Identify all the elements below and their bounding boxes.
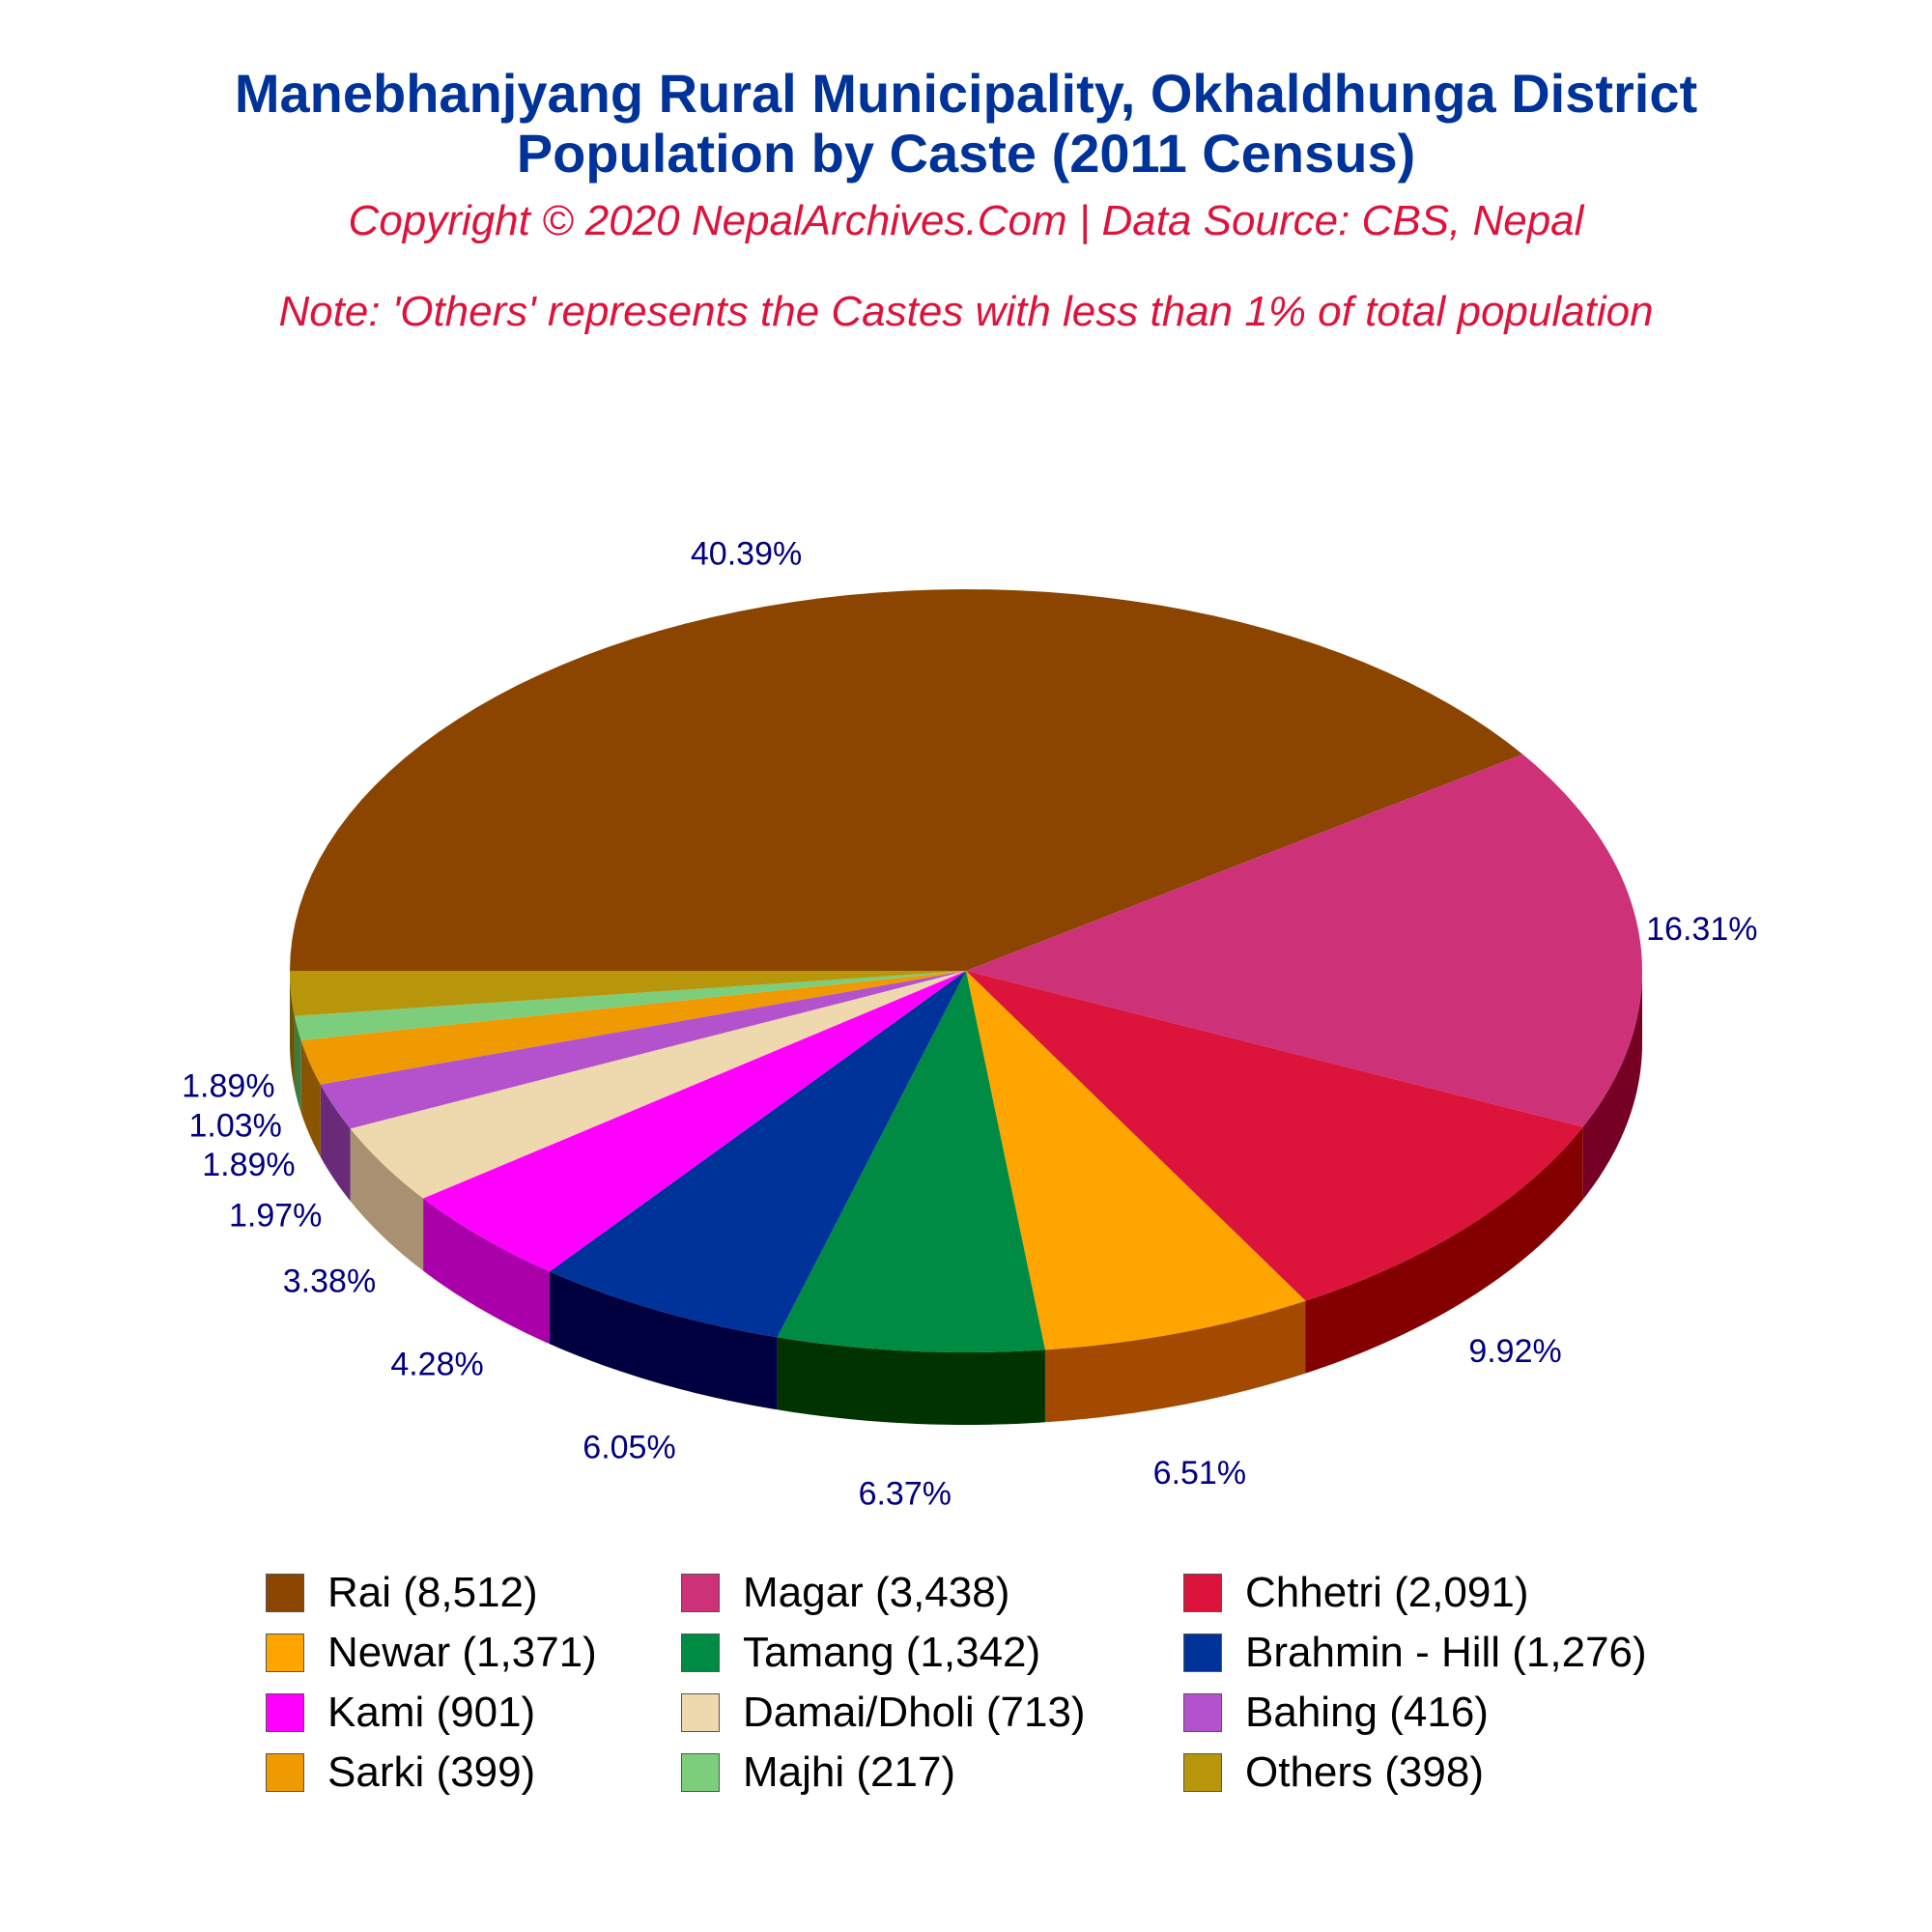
percent-label-bahing: 1.97% [229, 1197, 322, 1234]
percent-label-others: 1.89% [182, 1068, 274, 1105]
pie-side-others [290, 971, 295, 1089]
legend-item-kami: Kami (901) [266, 1685, 681, 1741]
pie-slice-tamang [777, 971, 1045, 1352]
legend-swatch [681, 1693, 720, 1732]
percent-label-damai-dholi: 3.38% [283, 1263, 376, 1299]
legend-item-majhi: Majhi (217) [681, 1745, 1183, 1801]
legend-item-tamang: Tamang (1,342) [681, 1625, 1183, 1681]
legend-item-brahmin-hill: Brahmin - Hill (1,276) [1183, 1625, 1715, 1681]
percent-label-majhi: 1.03% [189, 1108, 282, 1145]
legend-label: Kami (901) [327, 1689, 536, 1736]
legend-label: Magar (3,438) [743, 1569, 1010, 1616]
pie-side-sarki [300, 1040, 321, 1157]
legend-item-bahing: Bahing (416) [1183, 1685, 1715, 1741]
legend-label: Damai/Dholi (713) [743, 1689, 1086, 1736]
legend-swatch [1183, 1574, 1222, 1612]
legend-label: Others (398) [1245, 1748, 1484, 1796]
pie-slice-rai [290, 589, 1523, 971]
legend-label: Tamang (1,342) [743, 1629, 1041, 1676]
legend-swatch [681, 1574, 720, 1612]
pie-slice-sarki [300, 971, 966, 1085]
legend-item-magar: Magar (3,438) [681, 1565, 1183, 1621]
pie-side-kami [423, 1198, 551, 1345]
pie-sides [290, 971, 1642, 1425]
chart-subtitle: Population by Caste (2011 Census) [516, 123, 1416, 184]
pie-side-chhetri [1305, 1126, 1583, 1374]
legend-item-rai: Rai (8,512) [266, 1565, 681, 1621]
pie-slice-kami [423, 971, 966, 1272]
legend-item-newar: Newar (1,371) [266, 1625, 681, 1681]
pie-side-damai-dholi [350, 1128, 424, 1271]
legend-label: Majhi (217) [743, 1748, 956, 1796]
pie-slice-newar [966, 971, 1306, 1350]
pie-slice-chhetri [966, 971, 1583, 1301]
pie-side-newar [1044, 1300, 1306, 1423]
percent-label-tamang: 6.37% [859, 1475, 952, 1512]
pie-side-majhi [294, 1015, 301, 1114]
pie-slice-majhi [294, 971, 966, 1041]
percent-label-rai: 40.39% [691, 535, 802, 572]
percent-label-newar: 6.51% [1153, 1455, 1246, 1492]
pie-side-tamang [777, 1337, 1045, 1425]
legend-label: Bahing (416) [1245, 1689, 1489, 1736]
pie-side-magar [1582, 971, 1642, 1200]
pie-slice-magar [966, 753, 1642, 1127]
copyright-text: Copyright © 2020 NepalArchives.Com | Dat… [348, 197, 1584, 244]
legend-swatch [266, 1634, 304, 1672]
pie-side-brahmin-hill [550, 1271, 778, 1410]
chart-title: Manebhanjyang Rural Municipality, Okhald… [234, 63, 1698, 124]
legend-label: Rai (8,512) [327, 1569, 538, 1616]
pie-slice-brahmin-hill [550, 971, 966, 1338]
pie-slice-others [290, 971, 966, 1016]
legend-item-chhetri: Chhetri (2,091) [1183, 1565, 1715, 1621]
percent-label-kami: 4.28% [390, 1346, 483, 1382]
legend-label: Sarki (399) [327, 1748, 536, 1796]
legend-swatch [1183, 1753, 1222, 1792]
legend-swatch [681, 1634, 720, 1672]
legend-swatch [681, 1753, 720, 1792]
pie-slice-bahing [320, 971, 966, 1129]
legend-item-sarki: Sarki (399) [266, 1745, 681, 1801]
percent-label-magar: 16.31% [1646, 911, 1757, 948]
legend-swatch [266, 1693, 304, 1732]
legend-label: Newar (1,371) [327, 1629, 597, 1676]
legend-swatch [266, 1574, 304, 1612]
legend: Rai (8,512) Magar (3,438) Chhetri (2,091) N… [266, 1565, 1715, 1801]
percent-label-brahmin-hill: 6.05% [582, 1430, 675, 1466]
legend-swatch [266, 1753, 304, 1792]
percent-label-sarki: 1.89% [202, 1147, 295, 1183]
legend-swatch [1183, 1693, 1222, 1732]
legend-label: Chhetri (2,091) [1245, 1569, 1529, 1616]
legend-swatch [1183, 1634, 1222, 1672]
pie-slice-damai-dholi [350, 971, 966, 1199]
legend-item-others: Others (398) [1183, 1745, 1715, 1801]
note-text: Note: 'Others' represents the Castes wit… [278, 288, 1654, 335]
pie-percent-labels: 40.39% 16.31% 9.92% 6.51% 6.37% 6.05% 4.28% 3.3… [182, 535, 1757, 1512]
pie-side-bahing [320, 1084, 351, 1202]
legend-label: Brahmin - Hill (1,276) [1245, 1629, 1647, 1676]
pie-slices [290, 589, 1642, 1352]
legend-item-damai-dholi: Damai/Dholi (713) [681, 1685, 1183, 1741]
percent-label-chhetri: 9.92% [1468, 1333, 1561, 1370]
